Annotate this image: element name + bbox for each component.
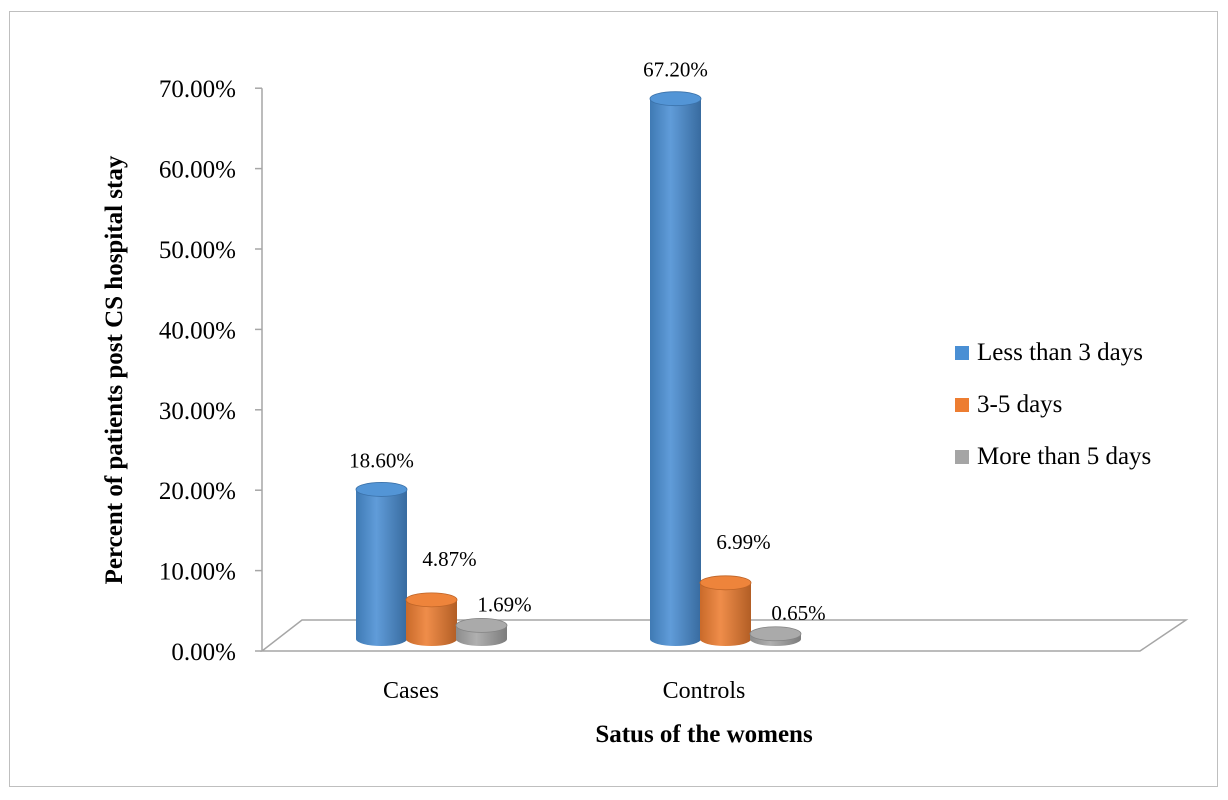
x-category-label: Cases	[383, 678, 439, 704]
y-tick-label: 40.00%	[159, 317, 236, 344]
bar-body	[356, 489, 407, 647]
bar-body	[650, 98, 701, 647]
data-label: 4.87%	[422, 547, 476, 571]
legend: Less than 3 days 3-5 days More than 5 days	[955, 339, 1151, 470]
y-axis: 0.00% 10.00% 20.00% 30.00% 40.00% 50.00% 60.00…	[159, 76, 263, 666]
bar-more-than-5-days-cases	[455, 618, 508, 647]
legend-swatch	[955, 450, 969, 464]
bars	[355, 91, 802, 647]
y-tick-label: 30.00%	[159, 398, 236, 425]
legend-swatch	[955, 346, 969, 360]
data-label: 18.60%	[349, 448, 414, 472]
chart-frame	[9, 11, 1218, 787]
bar-3-5-days-cases	[405, 592, 458, 647]
y-axis-title: Percent of patients post CS hospital sta…	[101, 155, 128, 584]
bar-cap	[405, 592, 458, 608]
y-tick-label: 0.00%	[171, 639, 236, 666]
x-axis-title: Satus of the womens	[595, 721, 813, 748]
data-labels: 18.60% 4.87%1.69% 67.20% 6.99% 0.65%	[349, 58, 826, 625]
legend-swatch	[955, 398, 969, 412]
y-tick-label: 10.00%	[159, 559, 236, 586]
bar-less-than-3-days-cases	[355, 482, 408, 647]
legend-label: More than 5 days	[977, 443, 1151, 470]
legend-label: Less than 3 days	[977, 339, 1143, 366]
bar-cap	[649, 91, 702, 107]
y-tick-label: 50.00%	[159, 237, 236, 264]
y-tick-label: 70.00%	[159, 76, 236, 103]
x-category-label: Controls	[663, 678, 746, 704]
bar-more-than-5-days-controls	[749, 626, 802, 647]
bar-cap	[455, 618, 508, 633]
bar-body	[700, 582, 751, 647]
bar-cap	[699, 575, 752, 591]
y-tick-label: 20.00%	[159, 478, 236, 505]
data-label: 1.69%	[477, 592, 531, 616]
bar-less-than-3-days-controls	[649, 91, 702, 647]
bar-3-5-days-controls	[699, 575, 752, 647]
bar-body	[406, 599, 457, 647]
x-axis: Cases Controls	[383, 678, 745, 704]
data-label: 67.20%	[643, 58, 708, 82]
y-tick-label: 60.00%	[159, 157, 236, 184]
data-label: 6.99%	[716, 530, 770, 554]
bar-cap	[355, 482, 408, 497]
legend-label: 3-5 days	[977, 391, 1062, 418]
bar-cap	[749, 626, 802, 642]
data-label: 0.65%	[771, 601, 825, 625]
